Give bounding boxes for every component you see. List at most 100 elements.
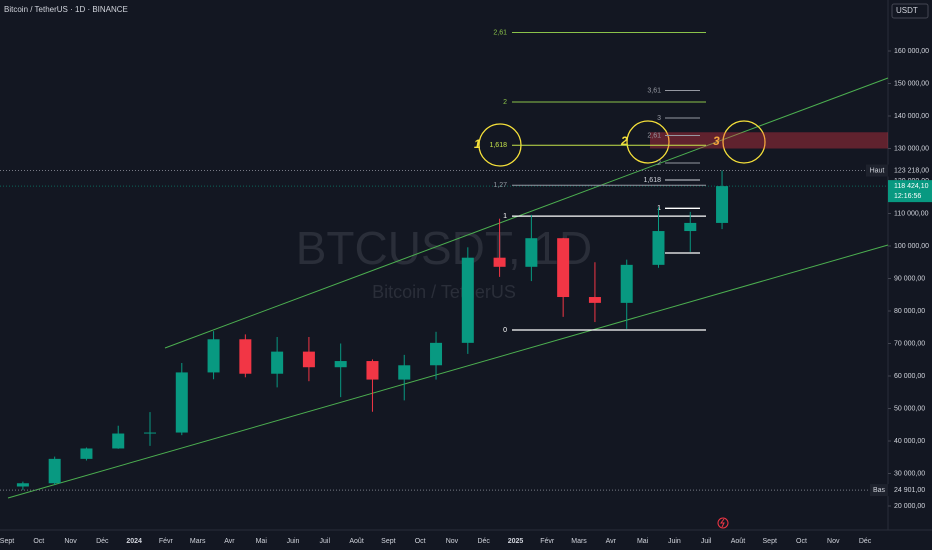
price-axis <box>888 0 932 550</box>
wave-label: 1 <box>474 137 481 151</box>
y-tick-label: 30 000,00 <box>894 470 925 477</box>
candle-body <box>525 238 538 267</box>
x-tick-label: Déc <box>859 538 872 545</box>
candle-body <box>239 339 252 374</box>
wave-circle <box>626 120 670 164</box>
candle-body <box>461 257 474 343</box>
y-tick-label: 160 000,00 <box>894 48 929 55</box>
candle-body <box>112 433 125 449</box>
candle-body <box>716 186 729 223</box>
x-tick-label: Août <box>731 538 745 545</box>
x-tick-label: Août <box>349 538 363 545</box>
high-tag <box>866 164 888 177</box>
candle-body <box>175 372 188 433</box>
x-tick-label: Oct <box>415 538 426 545</box>
candle-body <box>48 458 61 484</box>
last-price-box <box>888 180 932 203</box>
candle-body <box>80 448 93 459</box>
candle-body <box>493 257 506 267</box>
currency[interactable]: USDT <box>896 6 918 15</box>
x-tick-label: Déc <box>477 538 490 545</box>
lightning-icon[interactable] <box>717 517 729 529</box>
x-tick-label: 2024 <box>126 538 142 545</box>
y-tick-label: 110 000,00 <box>894 210 929 217</box>
y-tick-label: 150 000,00 <box>894 80 929 87</box>
x-tick-label: Mars <box>190 538 206 545</box>
x-tick-label: Avr <box>224 538 235 545</box>
x-tick-label: Oct <box>33 538 44 545</box>
currency-box[interactable] <box>891 3 929 19</box>
x-tick-label: Nov <box>827 538 840 545</box>
candle-body <box>652 231 665 265</box>
x-tick-label: 2025 <box>508 538 524 545</box>
fib-label: 3,61 <box>647 87 661 94</box>
fib-label: 2 <box>503 99 507 106</box>
fib-label: 0 <box>503 327 507 334</box>
candle-body <box>366 361 379 380</box>
fib-label: 1 <box>503 213 507 220</box>
x-tick-label: Nov <box>64 538 77 545</box>
watermark-subtitle: Bitcoin / TetherUS <box>372 282 516 302</box>
y-tick-label: 60 000,00 <box>894 373 925 380</box>
countdown: 12:16:56 <box>894 193 921 200</box>
x-tick-label: Juil <box>320 538 331 545</box>
x-tick-label: Juin <box>668 538 681 545</box>
wave-label: 3 <box>713 134 720 148</box>
fib-label: 2,61 <box>493 29 507 36</box>
x-tick-label: Avr <box>606 538 617 545</box>
y-tick-label: 20 000,00 <box>894 503 925 510</box>
candle-body <box>684 222 697 232</box>
y-tick-label: 100 000,00 <box>894 243 929 250</box>
candle-body <box>144 432 157 434</box>
x-tick-label: Mai <box>637 538 649 545</box>
channel-lower <box>7 244 889 499</box>
fib-label: 2 <box>657 160 661 167</box>
x-tick-label: Oct <box>796 538 807 545</box>
x-tick-label: Févr <box>540 538 555 545</box>
candle-body <box>207 339 220 373</box>
y-tick-label: 70 000,00 <box>894 340 925 347</box>
x-tick-label: Sept <box>0 538 14 545</box>
low-tag <box>870 484 888 497</box>
high-tag-label: Haut <box>870 167 885 174</box>
y-tick-label: 40 000,00 <box>894 438 925 445</box>
y-tick-label: 90 000,00 <box>894 275 925 282</box>
low-tag-label: Bas <box>873 487 886 494</box>
candle-body <box>398 365 411 380</box>
y-tick-label: 130 000,00 <box>894 145 929 152</box>
watermark: BTCUSDT, 1D <box>296 222 592 274</box>
x-tick-label: Nov <box>446 538 459 545</box>
last-price-label: 118 424,10 <box>894 183 929 190</box>
candle-body <box>620 264 633 303</box>
wave-label: 2 <box>620 134 628 148</box>
x-tick-label: Déc <box>96 538 109 545</box>
x-tick-label: Févr <box>159 538 174 545</box>
fib-label: 1,27 <box>493 182 507 189</box>
x-tick-label: Juil <box>701 538 712 545</box>
candle-body <box>588 297 601 303</box>
fib-label: 1 <box>657 205 661 212</box>
fib-label: 1,618 <box>489 142 507 149</box>
y-tick-label: 80 000,00 <box>894 308 925 315</box>
fib-label: 1,618 <box>643 177 661 184</box>
y-tick-label: 50 000,00 <box>894 405 925 412</box>
fib-label: 3 <box>657 115 661 122</box>
candle-body <box>430 342 443 366</box>
candle-body <box>334 361 347 368</box>
x-tick-label: Mai <box>256 538 268 545</box>
candle-body <box>16 483 29 487</box>
target-zone <box>650 132 888 149</box>
x-tick-label: Sept <box>763 538 777 545</box>
x-tick-label: Sept <box>381 538 395 545</box>
header-title: Bitcoin / TetherUS · 1D · BINANCE <box>4 5 128 14</box>
candle-body <box>271 351 284 374</box>
channel-upper <box>164 77 889 349</box>
x-tick-label: Mars <box>571 538 587 545</box>
fib-label: 2,61 <box>647 132 661 139</box>
x-tick-label: Juin <box>287 538 300 545</box>
low-price-box <box>888 484 932 497</box>
wave-circle <box>722 120 766 164</box>
y-tick-label: 140 000,00 <box>894 113 929 120</box>
candle-body <box>557 238 570 298</box>
